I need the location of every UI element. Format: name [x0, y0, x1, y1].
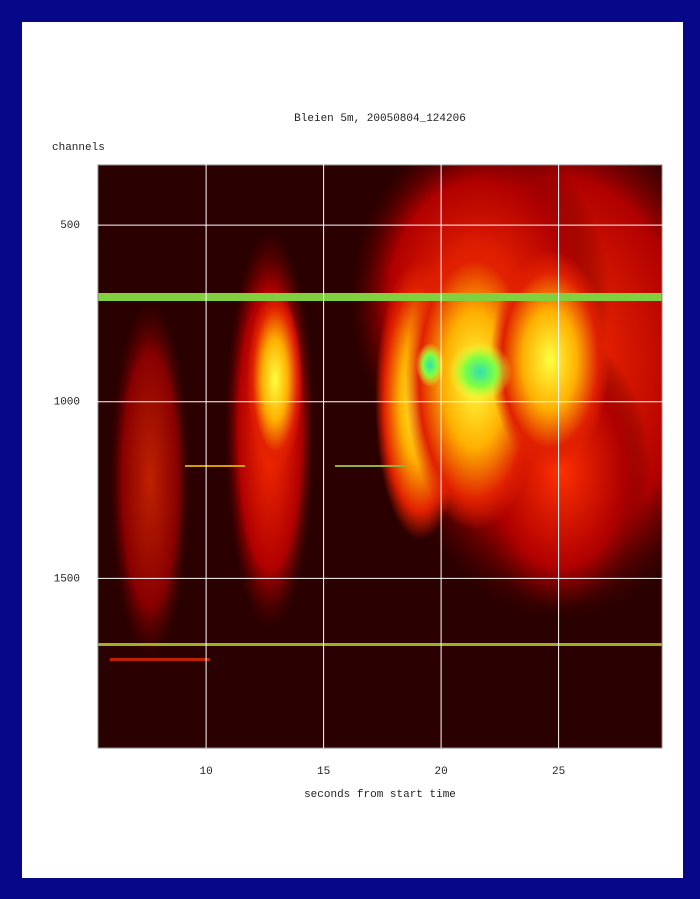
x-tick-label: 15 — [317, 766, 330, 778]
y-tick-label: 1000 — [54, 397, 80, 409]
chart-title: Bleien 5m, 20050804_124206 — [294, 113, 466, 125]
x-tick-label: 10 — [199, 766, 212, 778]
y-axis-label: channels — [52, 142, 105, 154]
x-tick-label: 25 — [552, 766, 565, 778]
x-axis-label: seconds from start time — [304, 789, 456, 801]
x-tick-label: 20 — [434, 766, 447, 778]
page: Bleien 5m, 20050804_124206 channels seco… — [0, 0, 700, 899]
y-tick-label: 1500 — [54, 573, 80, 585]
y-tick-label: 500 — [60, 220, 80, 232]
spectrogram-image — [98, 100, 700, 748]
screen: Bleien 5m, 20050804_124206 channels seco… — [0, 0, 700, 899]
